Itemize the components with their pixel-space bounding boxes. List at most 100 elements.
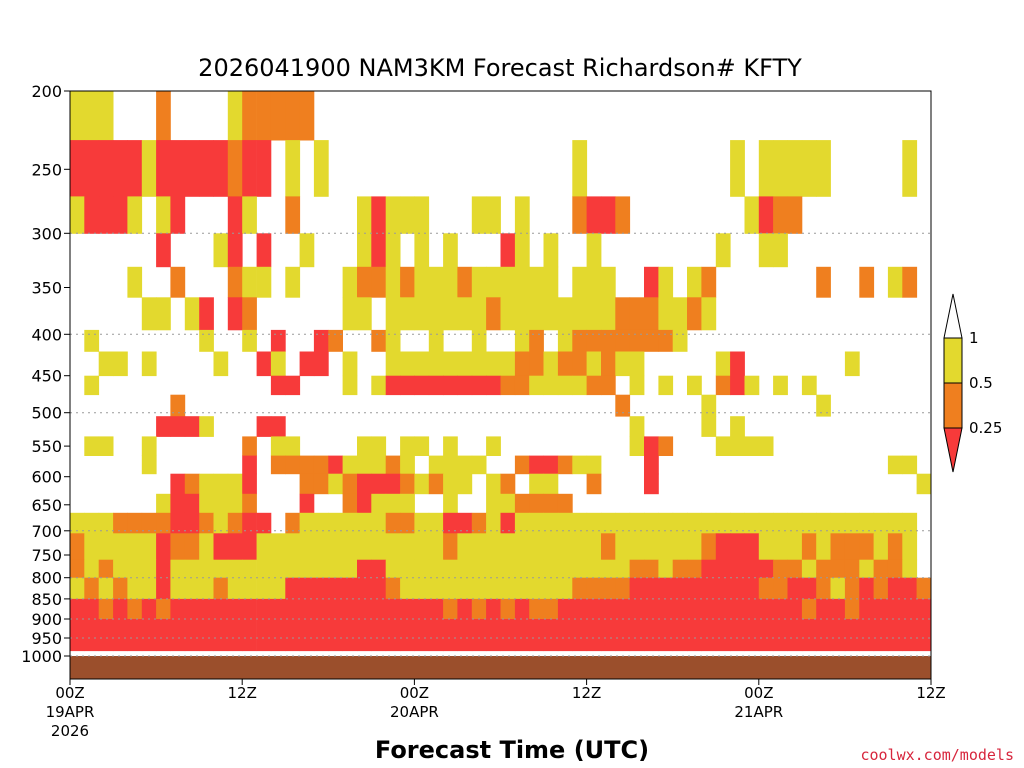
heat-cell [557,455,573,475]
heat-cell [70,559,85,579]
heat-cell [385,493,401,514]
heat-cell [514,619,530,639]
heat-cell [213,473,229,495]
heat-cell [84,140,100,197]
heat-cell [557,375,573,396]
heat-cell [557,598,573,620]
heat-cell [113,196,128,234]
heat-cell [916,577,932,600]
heat-cell [313,619,329,639]
heat-cell [70,533,85,561]
heat-cell [672,619,688,639]
heat-cell [414,233,430,268]
heat-cell [428,638,444,652]
heat-cell [787,619,803,639]
heat-cell [227,473,243,495]
heat-cell [299,512,315,534]
heat-cell [801,533,817,561]
x-tick-label: 20APR [390,703,439,721]
heat-cell [270,638,286,652]
heat-cell [70,619,85,639]
heat-cell [572,140,588,197]
heat-cell [213,140,229,197]
heat-cell [457,559,473,579]
heat-cell [801,577,817,600]
heat-cell [342,638,358,652]
heat-cell [313,598,329,620]
heat-cell [844,577,860,600]
heat-cell [270,329,286,352]
heat-cell [844,619,860,639]
heat-cell [414,375,430,396]
heat-cell [98,598,114,620]
heat-cell [199,297,214,331]
heat-cell [213,638,229,652]
heat-cell [500,493,516,514]
heat-cell [816,559,831,579]
heat-cell [443,297,458,331]
heat-cell [486,559,501,579]
heat-cell [601,329,616,352]
heat-cell [141,619,157,639]
heat-cell [701,638,717,652]
heat-cell [299,493,315,514]
heat-cell [758,533,774,561]
credit-link[interactable]: coolwx.com/models [860,746,1014,764]
x-tick-label: 19APR [46,703,95,721]
heat-cell [672,533,688,561]
heat-cell [629,351,645,377]
heat-cell [256,351,272,377]
heat-cell [113,619,128,639]
heat-cell [887,598,903,620]
heat-cell [601,533,616,561]
heat-cell [486,619,501,639]
heat-cell [227,619,243,639]
heat-cell [256,619,272,639]
heat-cell [385,577,401,600]
legend-top-triangle [943,293,963,339]
heat-cell [428,598,444,620]
heat-cell [773,196,788,234]
heat-cell [141,512,157,534]
heat-cell [414,598,430,620]
heat-cell [156,533,171,561]
heat-cell [687,533,702,561]
heat-cell [285,266,301,298]
heat-cell [615,598,631,620]
heat-cell [543,533,559,561]
heat-cell [730,375,745,396]
heat-cell [644,455,659,475]
heat-cell [586,533,602,561]
heat-cell [687,619,702,639]
heat-cell [414,638,430,652]
heat-cell [658,598,674,620]
heat-cell [385,473,401,495]
heat-cell [400,375,415,396]
heat-cell [672,559,688,579]
heat-cell [357,455,372,475]
heat-cell [242,473,257,495]
heat-cell [816,619,831,639]
heat-cell [902,512,918,534]
y-tick-label: 400 [31,325,62,344]
heat-cell [184,619,200,639]
heat-cell [141,598,157,620]
heat-cell [486,533,501,561]
heat-cell [572,577,588,600]
heat-cell [256,577,272,600]
heat-cell [730,598,745,620]
heat-cell [715,638,731,652]
heat-cell [242,512,257,534]
heat-cell [213,351,229,377]
heat-cell [242,577,257,600]
heat-cell [213,233,229,268]
heat-cell [658,577,674,600]
heat-cell [644,266,659,298]
heat-cell [629,559,645,579]
heat-cell [715,577,731,600]
heat-cell [916,598,932,620]
heat-cell [184,559,200,579]
heat-cell [170,512,186,534]
heat-cell [715,619,731,639]
heat-cell [270,351,286,377]
